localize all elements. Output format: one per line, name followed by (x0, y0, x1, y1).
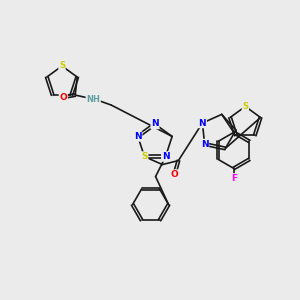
Text: N: N (199, 118, 206, 127)
Text: F: F (231, 174, 237, 183)
Text: O: O (59, 93, 67, 102)
Text: O: O (170, 170, 178, 179)
Text: NH: NH (86, 94, 100, 103)
Text: S: S (242, 102, 248, 111)
Text: S: S (59, 61, 65, 70)
Text: N: N (134, 132, 142, 141)
Text: N: N (162, 152, 170, 161)
Text: N: N (151, 119, 159, 128)
Text: N: N (201, 140, 208, 148)
Text: S: S (141, 152, 148, 161)
